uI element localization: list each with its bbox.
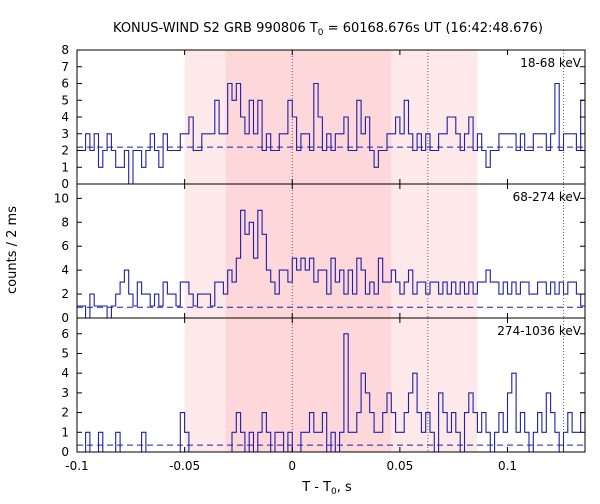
count-series — [77, 333, 585, 453]
y-tick-label: 4 — [61, 110, 69, 124]
y-tick-label: 5 — [61, 93, 69, 107]
y-tick-label: 2 — [61, 406, 69, 420]
y-tick-label: 5 — [61, 346, 69, 360]
y-tick-label: 1 — [61, 160, 69, 174]
x-tick-label: -0.05 — [169, 459, 200, 473]
count-series — [77, 82, 585, 185]
y-tick-label: 10 — [54, 191, 69, 205]
x-tick-label: 0.1 — [498, 459, 517, 473]
y-tick-label: 8 — [61, 215, 69, 229]
y-tick-label: 0 — [61, 445, 69, 459]
x-tick-label: 0 — [288, 459, 296, 473]
panel-1: 0 1 2 3 4 5 6 7 8 18-68 keV — [61, 43, 586, 191]
panel-frame — [76, 317, 586, 453]
shaded-region-2 — [225, 184, 392, 318]
x-tick-label: 0.05 — [387, 459, 414, 473]
y-tick-label: 6 — [61, 77, 69, 91]
x-axis-label: T - T0, s — [301, 480, 352, 497]
y-tick-label: 6 — [61, 327, 69, 341]
y-tick-label: 0 — [61, 177, 69, 191]
y-tick-label: 0 — [61, 311, 69, 325]
panel-label: 274-1036 keV — [497, 324, 581, 338]
y-tick-label: 7 — [61, 60, 69, 74]
y-tick-label: 4 — [61, 263, 69, 277]
panel-label: 18-68 keV — [520, 56, 582, 70]
shaded-region-2 — [225, 318, 392, 452]
panel-label: 68-274 keV — [513, 190, 582, 204]
x-tick-label: -0.1 — [65, 459, 88, 473]
y-tick-label: 3 — [61, 127, 69, 141]
y-tick-label: 8 — [61, 43, 69, 57]
y-axis-label: counts / 2 ms — [5, 206, 20, 294]
chart-title: KONUS-WIND S2 GRB 990806 T0 = 60168.676s… — [113, 21, 543, 38]
y-tick-label: 3 — [61, 386, 69, 400]
y-tick-label: 4 — [61, 366, 69, 380]
y-tick-label: 6 — [61, 239, 69, 253]
panel-2: 0 2 4 6 8 10 68-274 keV — [54, 183, 586, 325]
panel-3: 0 1 2 3 4 5 6 274-1036 keV — [61, 317, 586, 459]
y-tick-label: 2 — [61, 287, 69, 301]
y-tick-label: 1 — [61, 425, 69, 439]
y-tick-label: 2 — [61, 144, 69, 158]
count-series — [77, 209, 585, 319]
